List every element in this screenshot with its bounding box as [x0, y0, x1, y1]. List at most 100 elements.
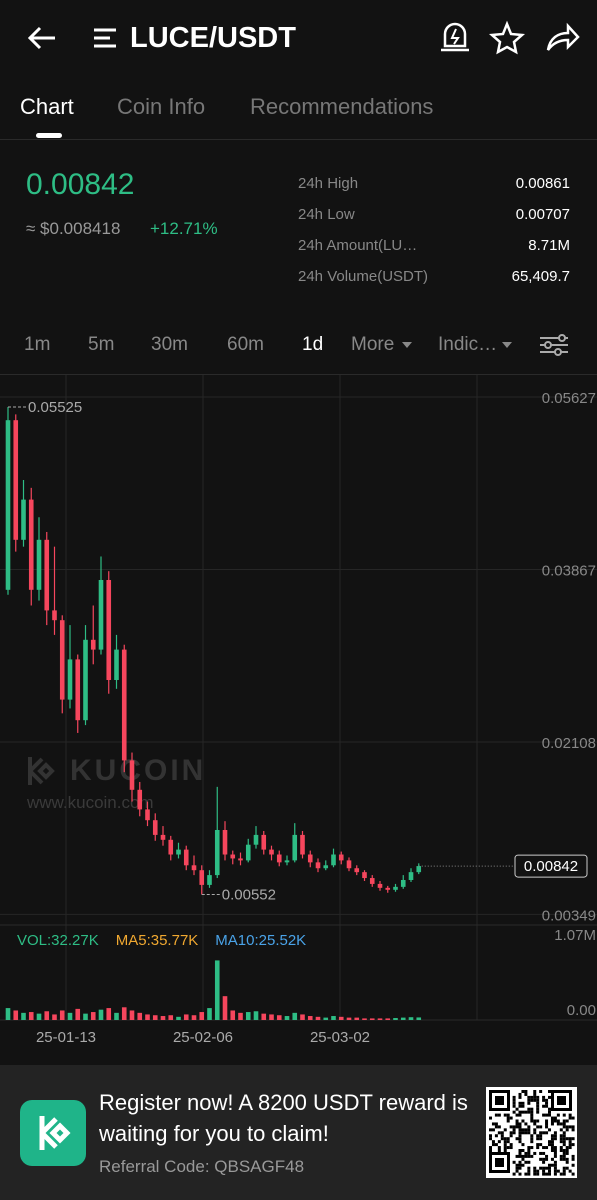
candle-body: [52, 610, 57, 621]
qr-cell: [562, 1143, 566, 1147]
back-button[interactable]: [27, 26, 55, 50]
volume-bar: [52, 1014, 57, 1020]
qr-cell: [553, 1160, 557, 1164]
volume-bar: [292, 1012, 298, 1020]
qr-cell: [562, 1154, 566, 1158]
interval[interactable]: 30m: [151, 334, 188, 355]
tab[interactable]: Recommendations: [250, 94, 434, 119]
qr-cell: [536, 1095, 540, 1099]
low-label: 0.00552: [222, 887, 276, 904]
qr-cell: [536, 1146, 540, 1150]
qr-cell: [527, 1107, 531, 1111]
interval[interactable]: 60m: [227, 334, 264, 355]
high-label: 0.05525: [28, 399, 82, 416]
qr-cell: [545, 1157, 549, 1161]
interval-more[interactable]: More: [351, 334, 395, 355]
qr-cell: [512, 1101, 516, 1105]
x-tick-label: 25-01-13: [36, 1029, 96, 1046]
qr-cell: [500, 1131, 504, 1135]
qr-cell: [571, 1128, 575, 1132]
qr-cell: [515, 1154, 519, 1158]
qr-cell: [518, 1128, 522, 1132]
qr-cell: [536, 1143, 540, 1147]
qr-cell: [548, 1140, 551, 1144]
qr-cell: [539, 1125, 543, 1129]
qr-cell: [562, 1172, 566, 1176]
favorite-icon[interactable]: [488, 20, 526, 55]
qr-cell: [497, 1125, 501, 1129]
qr-cell: [527, 1154, 531, 1158]
qr-cell: [545, 1146, 549, 1150]
settings-icon[interactable]: [540, 334, 568, 356]
qr-cell: [553, 1151, 557, 1155]
qr-cell: [550, 1163, 554, 1167]
candle-body: [28, 499, 34, 590]
menu-icon[interactable]: [94, 28, 116, 48]
x-tick-label: 25-02-06: [173, 1029, 233, 1046]
qr-cell: [548, 1172, 551, 1176]
qr-cell: [571, 1143, 575, 1147]
qr-cell: [565, 1125, 569, 1129]
qr-cell: [559, 1137, 563, 1141]
volume-bar: [377, 1018, 383, 1020]
candle-body: [245, 844, 251, 861]
share-icon[interactable]: [546, 22, 580, 51]
qr-cell: [518, 1172, 522, 1176]
candle-body: [300, 834, 305, 855]
qr-cell: [565, 1160, 569, 1164]
indicators[interactable]: Indic…: [438, 334, 498, 355]
volume-bar: [83, 1013, 88, 1020]
qr-cell: [548, 1166, 551, 1170]
candle-body: [152, 820, 158, 835]
qr-cell: [533, 1090, 537, 1093]
qr-cell: [542, 1172, 546, 1176]
interval[interactable]: 1d: [302, 334, 324, 355]
qr-cell: [559, 1157, 563, 1161]
qr-cell: [494, 1113, 498, 1117]
qr-cell: [515, 1166, 519, 1170]
volume-bar: [183, 1014, 189, 1020]
y-tick-label: 0.02108: [542, 735, 596, 752]
interval-icons: [402, 334, 568, 356]
qr-cell: [515, 1125, 519, 1129]
volume-bar: [98, 1009, 104, 1020]
qr-cell: [530, 1119, 534, 1123]
qr-cell: [527, 1172, 531, 1176]
qr-cell: [562, 1140, 566, 1144]
qr-cell: [518, 1122, 522, 1126]
candle-body: [362, 872, 367, 879]
interval[interactable]: 1m: [24, 334, 51, 355]
qr-cell: [506, 1140, 510, 1144]
qr-cell: [527, 1151, 531, 1155]
usd-price: ≈ $0.008418: [26, 219, 121, 238]
qr-cell: [545, 1131, 549, 1135]
qr-cell: [542, 1098, 546, 1102]
tab[interactable]: Chart: [20, 94, 74, 119]
volume-bar: [222, 996, 228, 1020]
volume-bar: [393, 1018, 398, 1020]
interval[interactable]: 5m: [88, 334, 115, 355]
candle-body: [269, 849, 274, 855]
qr-cell: [536, 1137, 540, 1141]
candle-body: [400, 880, 406, 887]
candle-body: [315, 862, 321, 869]
qr-cell: [515, 1122, 519, 1126]
qr-cell: [536, 1119, 540, 1123]
qr-cell: [503, 1113, 507, 1117]
referral-banner[interactable]: [0, 1065, 597, 1200]
qr-cell: [491, 1122, 495, 1126]
qr-cell: [518, 1154, 522, 1158]
qr-cell: [527, 1101, 531, 1105]
candle-body: [59, 620, 65, 700]
candle-body: [5, 420, 11, 590]
volume-legend: MA10:25.52K: [215, 932, 306, 949]
qr-cell: [524, 1154, 528, 1158]
qr-cell: [503, 1149, 507, 1152]
qr-cell: [545, 1101, 549, 1105]
qr-cell: [571, 1116, 575, 1120]
candle-body: [98, 580, 104, 650]
tab[interactable]: Coin Info: [117, 94, 206, 119]
qr-cell: [518, 1110, 522, 1114]
qr-cell: [515, 1113, 519, 1117]
alert-icon[interactable]: [441, 22, 469, 52]
